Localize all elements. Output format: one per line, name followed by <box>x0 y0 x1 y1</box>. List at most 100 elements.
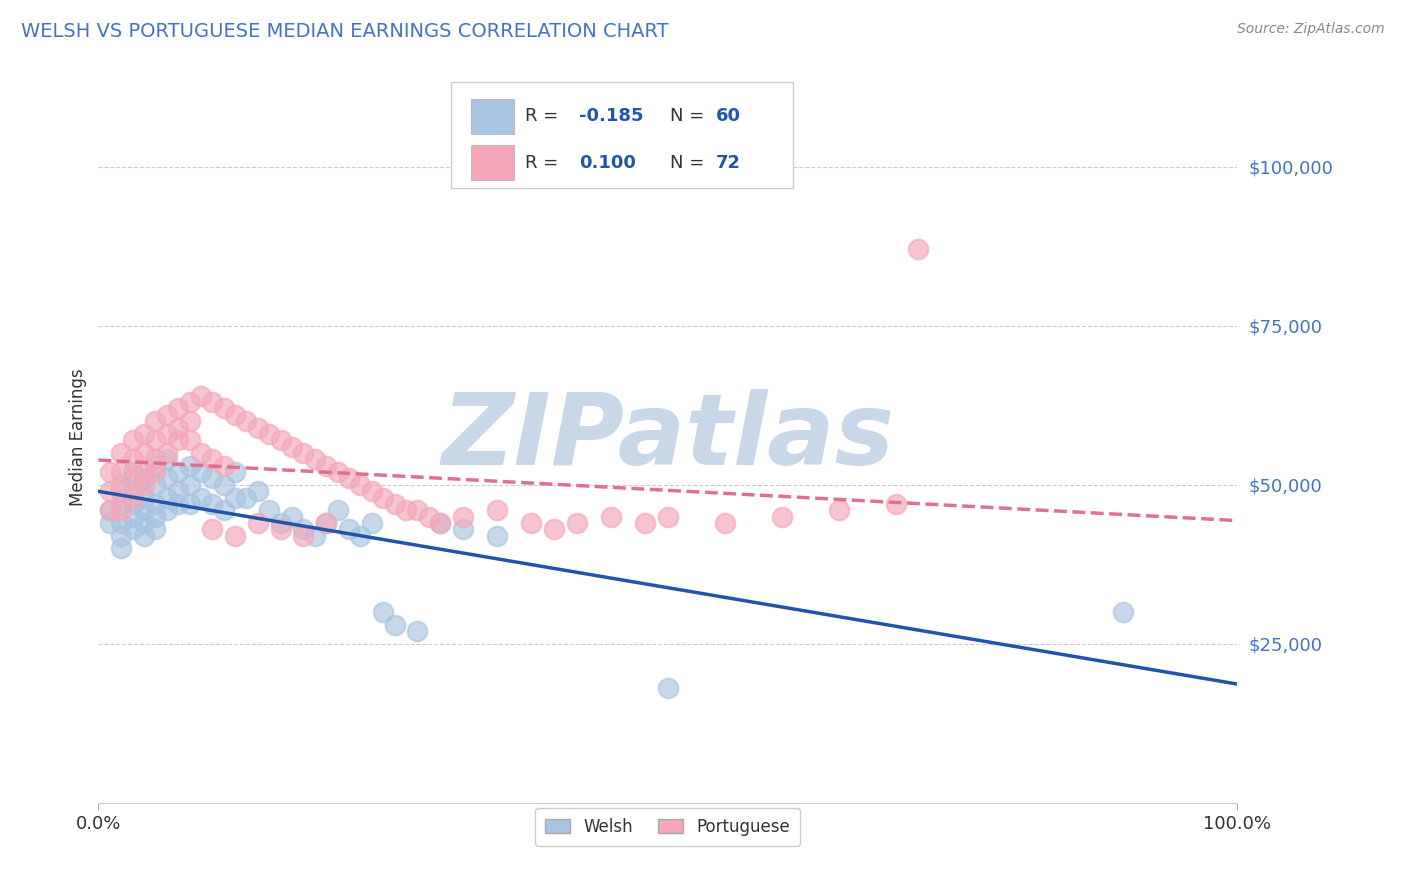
Point <box>121 491 143 505</box>
Text: ZIPatlas: ZIPatlas <box>441 389 894 485</box>
Point <box>235 491 257 505</box>
Point <box>315 516 337 530</box>
Point <box>156 446 179 460</box>
Text: R =: R = <box>526 107 564 125</box>
Point <box>384 497 406 511</box>
Point <box>246 484 269 499</box>
Point <box>156 503 179 517</box>
Point <box>121 434 143 448</box>
Point <box>190 446 212 460</box>
Point <box>98 465 121 479</box>
Point <box>543 522 565 536</box>
FancyBboxPatch shape <box>471 99 515 134</box>
Point <box>121 465 143 479</box>
Point <box>634 516 657 530</box>
Point <box>770 509 793 524</box>
Point <box>98 503 121 517</box>
Point <box>156 491 179 505</box>
Point <box>145 477 167 491</box>
Text: 72: 72 <box>716 153 741 171</box>
Point <box>657 681 679 696</box>
Text: 60: 60 <box>716 107 741 125</box>
Point <box>714 516 737 530</box>
Point <box>406 624 429 638</box>
Point <box>246 516 269 530</box>
Point <box>167 497 190 511</box>
Point <box>371 605 394 619</box>
Point <box>451 509 474 524</box>
Point <box>167 434 190 448</box>
Point <box>304 529 326 543</box>
Point <box>406 503 429 517</box>
Point <box>132 471 155 485</box>
Point <box>281 440 304 454</box>
Point <box>110 529 132 543</box>
Text: N =: N = <box>671 153 710 171</box>
Point <box>110 541 132 556</box>
Point <box>201 452 224 467</box>
Point <box>145 434 167 448</box>
Point <box>190 491 212 505</box>
Point <box>360 516 382 530</box>
Point <box>270 516 292 530</box>
Y-axis label: Median Earnings: Median Earnings <box>69 368 87 506</box>
Point <box>145 414 167 428</box>
Point <box>132 529 155 543</box>
Point <box>179 497 201 511</box>
Point <box>451 522 474 536</box>
Point <box>121 471 143 485</box>
Point <box>259 426 281 441</box>
Point <box>486 503 509 517</box>
Text: N =: N = <box>671 107 710 125</box>
Point <box>110 497 132 511</box>
Point <box>292 446 315 460</box>
Legend: Welsh, Portuguese: Welsh, Portuguese <box>536 807 800 846</box>
Point <box>156 408 179 422</box>
Point <box>110 446 132 460</box>
Point <box>246 420 269 434</box>
FancyBboxPatch shape <box>451 82 793 188</box>
Text: -0.185: -0.185 <box>579 107 644 125</box>
Point <box>292 529 315 543</box>
Text: 0.100: 0.100 <box>579 153 636 171</box>
Point <box>121 497 143 511</box>
Point <box>179 458 201 473</box>
Point <box>224 491 246 505</box>
Point <box>201 395 224 409</box>
Point <box>190 465 212 479</box>
Point <box>179 434 201 448</box>
Text: WELSH VS PORTUGUESE MEDIAN EARNINGS CORRELATION CHART: WELSH VS PORTUGUESE MEDIAN EARNINGS CORR… <box>21 22 669 41</box>
Point <box>270 434 292 448</box>
Point <box>179 395 201 409</box>
Point <box>132 477 155 491</box>
Point <box>167 465 190 479</box>
Point <box>121 509 143 524</box>
Text: Source: ZipAtlas.com: Source: ZipAtlas.com <box>1237 22 1385 37</box>
Point <box>121 452 143 467</box>
Point <box>304 452 326 467</box>
Point <box>145 522 167 536</box>
Point <box>167 484 190 499</box>
Point <box>145 497 167 511</box>
Point <box>565 516 588 530</box>
Point <box>132 503 155 517</box>
Point <box>132 491 155 505</box>
Point <box>156 452 179 467</box>
Point <box>292 522 315 536</box>
Point <box>132 516 155 530</box>
Point <box>281 509 304 524</box>
Point <box>212 503 235 517</box>
Point <box>167 420 190 434</box>
Point <box>315 458 337 473</box>
Point <box>657 509 679 524</box>
Point <box>132 465 155 479</box>
Point <box>429 516 451 530</box>
Point <box>337 471 360 485</box>
Point <box>121 522 143 536</box>
Point <box>224 529 246 543</box>
Point <box>235 414 257 428</box>
Point <box>179 414 201 428</box>
Point <box>132 446 155 460</box>
Point <box>201 497 224 511</box>
Point <box>190 389 212 403</box>
